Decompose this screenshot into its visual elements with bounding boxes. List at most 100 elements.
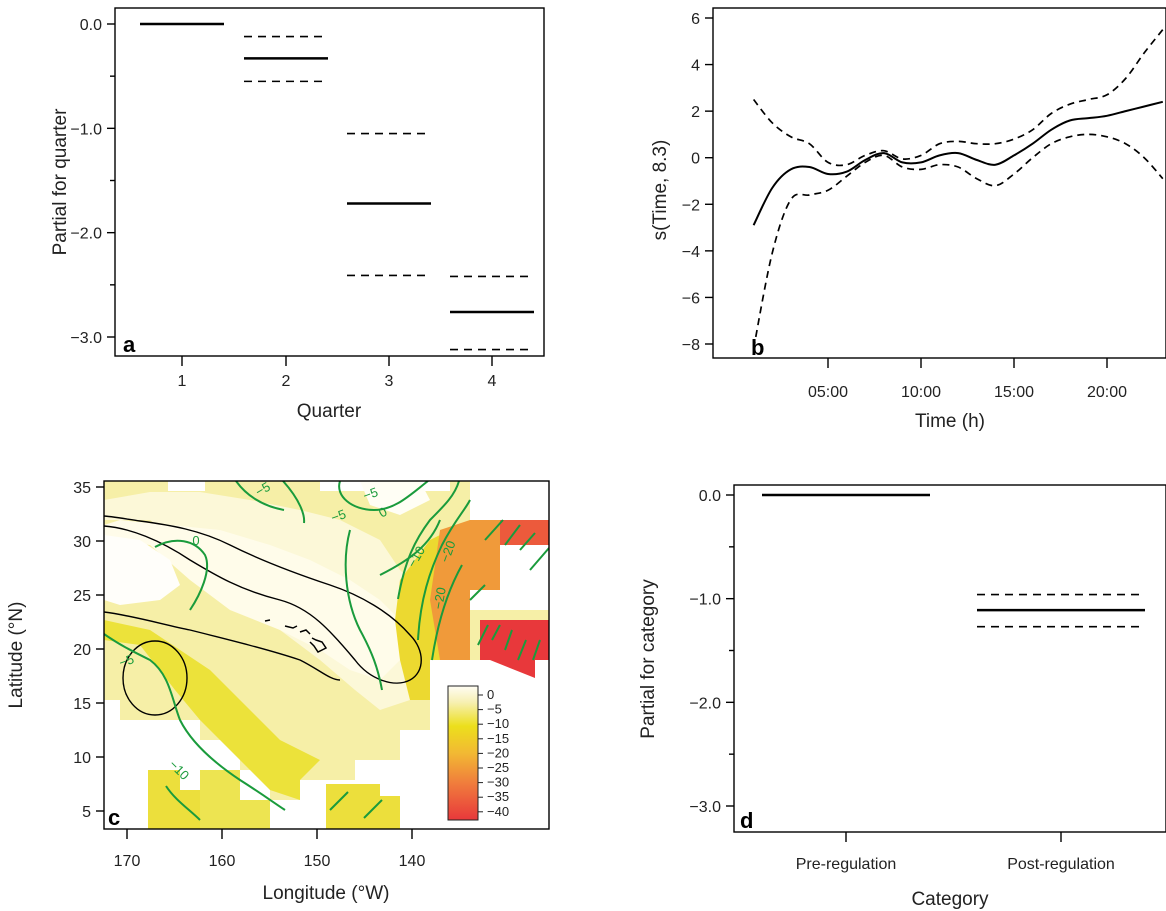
c-cbar-label-3: −15 — [487, 731, 509, 746]
d-xtick-label-0: Pre-regulation — [796, 856, 897, 873]
c-contour-label-6: −20 — [437, 539, 459, 565]
c-cbar-label-8: −40 — [487, 804, 509, 819]
panel-a-xlabel: Quarter — [297, 401, 362, 422]
contour-line-7 — [397, 481, 460, 600]
c-ytick-label-1: 30 — [73, 534, 91, 551]
panel-c-xlabel: Longitude (°W) — [263, 883, 390, 904]
b-ytick-label-3: 0 — [691, 151, 700, 168]
b-series-upper — [752, 29, 1164, 167]
contour-line-8 — [417, 499, 471, 641]
b-ytick-label-4: −2 — [682, 197, 700, 214]
heatmap-southwest-patch — [148, 770, 200, 829]
b-ytick-label-1: 4 — [691, 58, 700, 75]
b-ytick-label-6: −6 — [682, 290, 700, 307]
heatmap-area: −50−5 0−5−10 −20−20−5−10 — [104, 479, 549, 829]
c-contour-label-8: −5 — [361, 484, 380, 503]
contour-line-13 — [329, 791, 349, 811]
a-ytick-label-2: −2.0 — [70, 226, 102, 243]
a-ytick-label-3: −3.0 — [70, 330, 102, 347]
panel-b-xlabel: Time (h) — [915, 411, 985, 432]
panel-d-xlabel: Category — [911, 889, 989, 910]
contour-line-6 — [379, 519, 441, 576]
panel-d-frame — [733, 484, 1166, 833]
c-xtick-label-1: 160 — [209, 853, 236, 870]
panel-b-letter: b — [751, 335, 764, 360]
c-cbar-label-0: 0 — [487, 687, 494, 702]
panel-d-ylabel: Partial for category — [638, 579, 659, 739]
c-contour-label-0: −5 — [253, 479, 273, 499]
panel-d-letter: d — [740, 808, 753, 833]
b-ytick-label-7: −8 — [682, 337, 700, 354]
c-cbar-label-6: −30 — [487, 775, 509, 790]
boundary-line-south — [104, 611, 341, 681]
heatmap-pale-center — [104, 520, 400, 680]
c-cbar-label-5: −25 — [487, 760, 509, 775]
heatmap-south-strip — [200, 770, 270, 829]
c-cbar-label-2: −10 — [487, 716, 509, 731]
colorbar — [447, 685, 479, 821]
heatmap-red-southeast — [480, 620, 549, 678]
c-ytick-label-0: 35 — [73, 480, 91, 497]
c-ytick-label-4: 15 — [73, 696, 91, 713]
panel-c-ylabel: Latitude (°N) — [6, 602, 27, 709]
a-xtick-label-3: 4 — [488, 373, 497, 390]
a-xtick-label-1: 2 — [282, 373, 291, 390]
contour-line-11 — [104, 633, 286, 811]
panel-c: −50−5 0−5−10 −20−20−5−10 0−5−10−15−20−25−3… — [6, 479, 550, 904]
panel-b-ylabel: s(Time, 8.3) — [650, 140, 671, 241]
d-ytick-label-0: 0.0 — [699, 488, 721, 505]
b-xtick-label-2: 15:00 — [994, 384, 1034, 401]
c-contour-label-1: 0 — [192, 533, 199, 548]
contour-lines — [104, 481, 549, 821]
panel-b: 6 4 2 0 −2 −4 −6 −8 05:00 10:00 15:00 20:00 Time (h… — [650, 7, 1166, 432]
b-ytick-label-2: 2 — [691, 104, 700, 121]
heatmap-white-northwest — [104, 535, 180, 605]
a-ytick-label-0: 0.0 — [80, 17, 102, 34]
b-series-estimate — [752, 100, 1164, 226]
c-cbar-label-1: −5 — [487, 702, 502, 717]
hawaii-islands — [264, 619, 328, 653]
b-xtick-label-0: 05:00 — [808, 384, 848, 401]
contour-line-10 — [469, 519, 549, 661]
a-xtick-label-0: 1 — [178, 373, 187, 390]
c-xtick-label-2: 150 — [304, 853, 331, 870]
contour-line-5 — [344, 529, 383, 691]
d-ytick-label-3: −3.0 — [689, 799, 721, 816]
c-contour-label-2: −5 — [329, 506, 348, 525]
b-xtick-label-1: 10:00 — [901, 384, 941, 401]
d-ytick-label-1: −1.0 — [689, 592, 721, 609]
panel-a-frame — [114, 7, 545, 357]
contour-line-9 — [431, 564, 463, 661]
c-xtick-label-3: 140 — [399, 853, 426, 870]
panel-a-letter: a — [123, 332, 136, 357]
panel-a: 0.0 −1.0 −2.0 −3.0 1 2 3 4 Quarter Partial for … — [50, 7, 545, 422]
contour-line-4 — [154, 539, 209, 611]
d-xtick-label-1: Post-regulation — [1007, 856, 1115, 873]
heatmap-white-north — [360, 481, 430, 515]
panel-c-letter: c — [108, 805, 120, 830]
c-ytick-label-2: 25 — [73, 588, 91, 605]
c-ytick-label-6: 5 — [82, 804, 91, 821]
boundary-line-north — [104, 515, 422, 684]
c-ytick-label-5: 10 — [73, 750, 91, 767]
b-ytick-label-0: 6 — [691, 11, 700, 28]
heatmap-red-east — [500, 520, 549, 545]
panel-a-ylabel: Partial for quarter — [50, 108, 71, 255]
c-xtick-label-0: 170 — [114, 853, 141, 870]
c-cbar-label-4: −20 — [487, 745, 509, 760]
b-series-lower — [752, 133, 1164, 349]
b-ytick-label-5: −4 — [682, 244, 700, 261]
eez-circle — [122, 640, 188, 716]
b-xtick-label-3: 20:00 — [1087, 384, 1127, 401]
d-ytick-label-2: −2.0 — [689, 695, 721, 712]
contour-line-3 — [338, 481, 429, 512]
contour-line-14 — [363, 799, 383, 819]
heatmap-orange-east — [430, 520, 549, 660]
c-cbar-label-7: −35 — [487, 789, 509, 804]
contour-line-2 — [282, 481, 306, 524]
contour-line-12 — [165, 785, 201, 821]
contour-line-1 — [235, 481, 285, 511]
heatmap-south-patch — [326, 784, 400, 829]
c-ytick-label-3: 20 — [73, 642, 91, 659]
